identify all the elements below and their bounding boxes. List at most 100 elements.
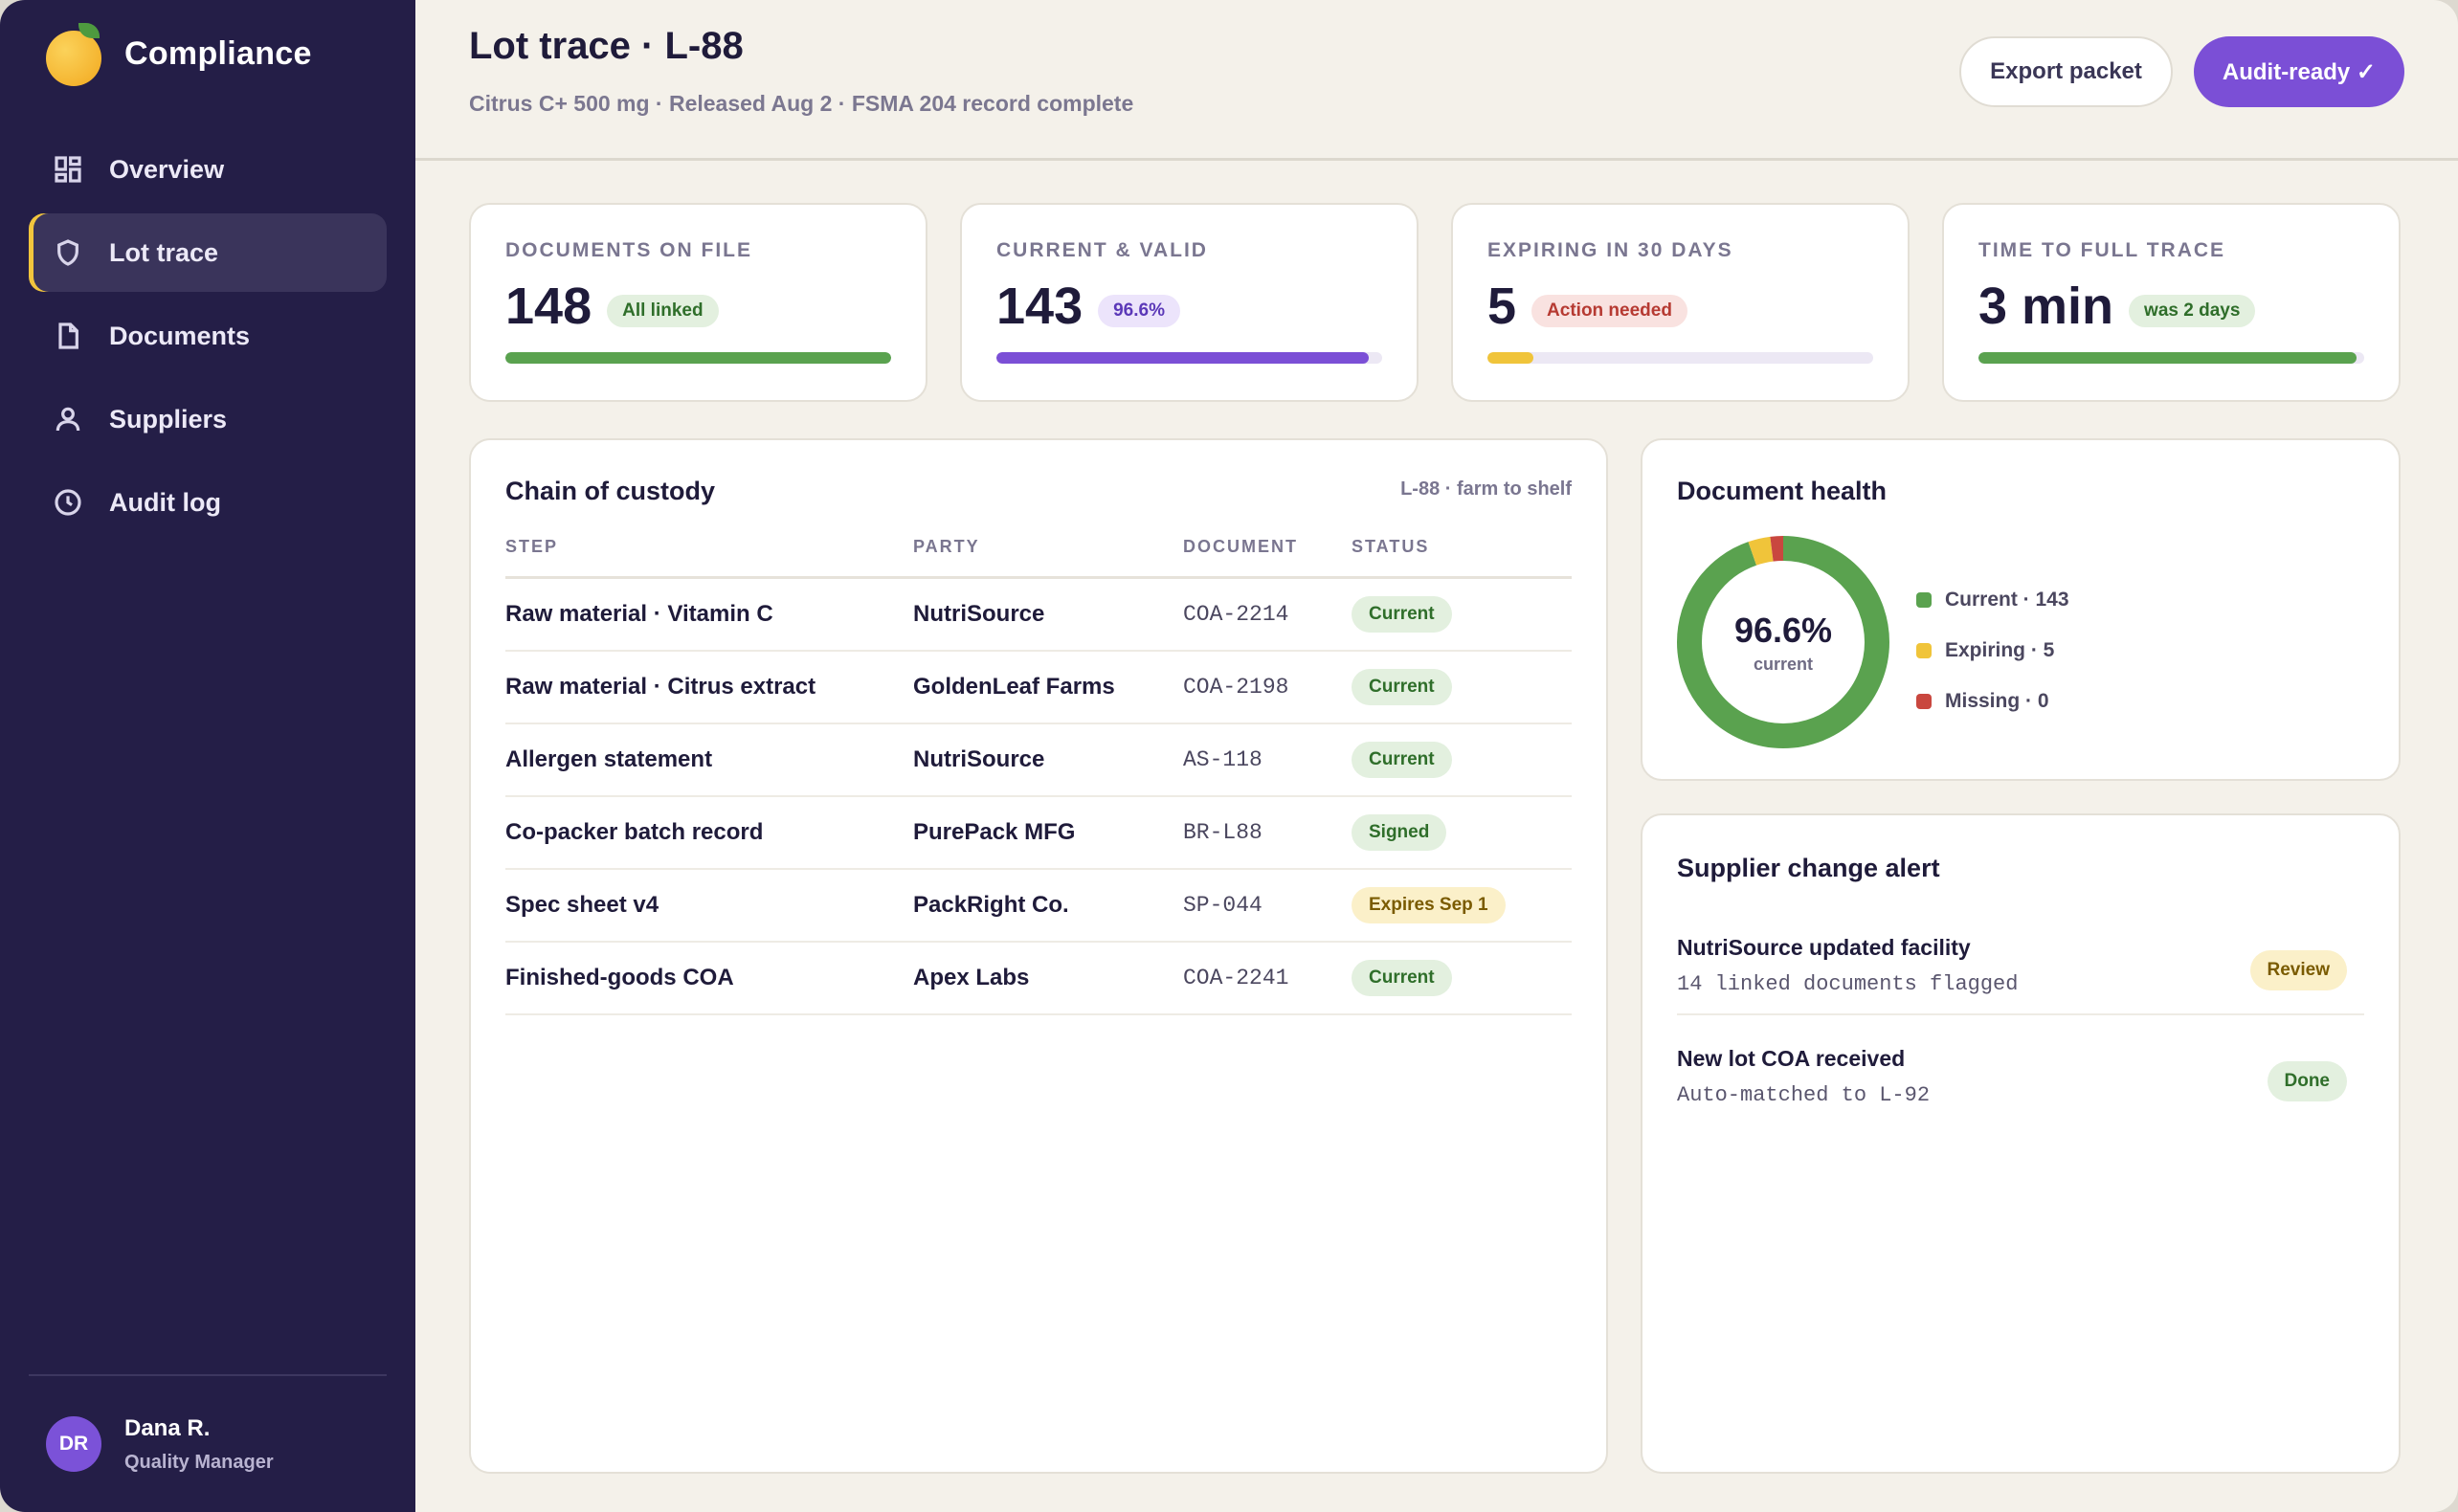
step-cell: Co-packer batch record [505,795,913,870]
sidebar: Compliance Overview Lot trace Documents [0,0,415,1512]
party-cell: NutriSource [913,577,1183,652]
status-cell: Signed [1352,795,1572,870]
status-badge: All linked [607,295,719,327]
step-cell: Allergen statement [505,723,913,797]
citrus-logo-icon [44,23,105,86]
sidebar-nav: Overview Lot trace Documents Suppliers [29,130,387,542]
table-row[interactable]: Raw material · Vitamin C NutriSource COA-2… [505,577,1572,652]
step-cell: Spec sheet v4 [505,868,913,943]
sidebar-item-label: Suppliers [109,404,228,434]
chain-meta: L-88 · farm to shelf [1400,478,1572,500]
main-content: Lot trace · L-88 Citrus C+ 500 mg · Rele… [415,0,2458,1512]
progress-bar [1978,352,2364,364]
card-title: Document health [1677,477,1888,505]
sidebar-item-audit-log[interactable]: Audit log [29,463,387,542]
stat-label: EXPIRING IN 30 DAYS [1487,239,1733,261]
donut-center-value: 96.6% [1733,610,1833,650]
stat-card-current: CURRENT & VALID 143 96.6% [960,203,1419,402]
legend-label: Expiring · 5 [1945,638,2055,661]
chain-of-custody-card: Chain of custody L-88 · farm to shelf ST… [469,438,1608,1474]
brand: Compliance [44,23,387,86]
stat-card-trace-time: TIME TO FULL TRACE 3 min was 2 days [1942,203,2401,402]
header-actions: Export packet Audit-ready ✓ [1959,36,2404,107]
legend-label: Missing · 0 [1945,689,2049,712]
alert-subtitle: Auto-matched to L-92 [1677,1083,1931,1107]
clock-icon [52,486,84,519]
alert-title: NutriSource updated facility [1677,935,1971,960]
status-badge: was 2 days [2129,295,2256,327]
progress-fill [505,352,891,364]
stat-label: TIME TO FULL TRACE [1978,239,2226,261]
user-profile[interactable]: DR Dana R. Quality Manager [29,1374,387,1512]
stat-value: 143 [996,278,1084,335]
step-cell: Finished-goods COA [505,941,913,1015]
step-cell: Raw material · Vitamin C [505,577,913,652]
stat-value: 5 [1487,278,1517,335]
legend-item-current: Current · 143 [1916,574,2069,625]
progress-bar [1487,352,1873,364]
stat-value: 148 [505,278,592,335]
legend-item-missing: Missing · 0 [1916,676,2069,726]
status-cell: Current [1352,577,1572,652]
document-cell: AS-118 [1183,723,1352,797]
user-icon [52,403,84,435]
document-cell: SP-044 [1183,868,1352,943]
document-cell: COA-2214 [1183,577,1352,652]
sidebar-item-label: Overview [109,154,225,184]
column-header-document: DOCUMENT [1183,537,1352,579]
table-row[interactable]: Co-packer batch record PurePack MFG BR-L88… [505,795,1572,870]
legend-item-expiring: Expiring · 5 [1916,625,2069,676]
status-badge: Current [1352,741,1452,778]
progress-fill [1487,352,1534,364]
stat-label: CURRENT & VALID [996,239,1208,261]
status-badge: Expires Sep 1 [1352,886,1506,923]
sidebar-item-overview[interactable]: Overview [29,130,387,209]
table-row[interactable]: Spec sheet v4 PackRight Co. SP-044 Expires … [505,868,1572,943]
card-title: Chain of custody [505,477,716,505]
table-row[interactable]: Raw material · Citrus extract GoldenLeaf … [505,650,1572,724]
legend-label: Current · 143 [1945,588,2069,611]
user-name: Dana R. [124,1414,211,1441]
donut-center-label: current [1753,654,1813,674]
sidebar-item-label: Audit log [109,487,221,517]
sidebar-item-suppliers[interactable]: Suppliers [29,380,387,458]
sidebar-item-label: Documents [109,321,251,350]
document-cell: BR-L88 [1183,795,1352,870]
party-cell: Apex Labs [913,941,1183,1015]
sidebar-item-label: Lot trace [109,237,219,267]
alert-subtitle: 14 linked documents flagged [1677,972,2019,996]
column-header-party: PARTY [913,537,1183,579]
user-role: Quality Manager [124,1451,274,1473]
status-badge: Current [1352,959,1452,996]
custody-table: STEP PARTY DOCUMENT STATUS Raw material … [505,537,1572,1015]
export-packet-button[interactable]: Export packet [1959,36,2173,107]
page-subtitle: Citrus C+ 500 mg · Released Aug 2 · FSMA… [469,91,1134,116]
alert-item[interactable]: New lot COA received Auto-matched to L-9… [1677,1015,2364,1126]
stat-label: DOCUMENTS ON FILE [505,239,752,261]
table-row[interactable]: Finished-goods COA Apex Labs COA-2241 Curre… [505,941,1572,1015]
shield-icon [52,236,84,269]
progress-bar [996,352,1382,364]
donut-segment [1677,536,1889,748]
sidebar-item-documents[interactable]: Documents [29,297,387,375]
supplier-alert-card: Supplier change alert NutriSource update… [1641,813,2401,1474]
progress-fill [996,352,1370,364]
sidebar-item-lot-trace[interactable]: Lot trace [29,213,387,292]
brand-name: Compliance [124,34,312,72]
legend-swatch [1916,693,1932,709]
status-cell: Current [1352,723,1572,797]
stat-value: 3 min [1978,278,2114,335]
status-badge: 96.6% [1098,295,1180,327]
document-cell: COA-2198 [1183,650,1352,724]
alert-item[interactable]: NutriSource updated facility 14 linked d… [1677,904,2364,1015]
review-badge[interactable]: Review [2249,950,2347,990]
status-cell: Expires Sep 1 [1352,868,1572,943]
audit-ready-button[interactable]: Audit-ready ✓ [2193,36,2404,107]
done-badge: Done [2267,1061,2347,1101]
table-row[interactable]: Allergen statement NutriSource AS-118 Curre… [505,723,1572,797]
donut-chart: 96.6% current [1677,536,1889,748]
page-header: Lot trace · L-88 Citrus C+ 500 mg · Rele… [415,0,2458,161]
avatar: DR [46,1416,101,1472]
status-cell: Current [1352,941,1572,1015]
